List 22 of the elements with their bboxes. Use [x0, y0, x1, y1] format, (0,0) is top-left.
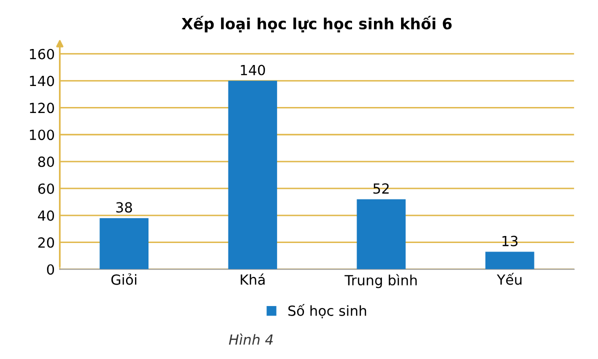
y-tick-label: 80: [38, 156, 54, 168]
x-tick-label: Giỏi: [111, 273, 136, 285]
y-tick-label: 0: [47, 264, 54, 275]
data-label: 140: [240, 64, 265, 76]
y-tick-label: 40: [38, 210, 54, 221]
x-tick-label: Khá: [240, 274, 265, 285]
y-tick-label: 140: [30, 76, 54, 86]
y-tick-label: 160: [30, 48, 54, 60]
chart-title: Xếp loại học lực học sinh khối 6: [182, 16, 452, 32]
x-tick-label: Yếu: [496, 272, 522, 285]
y-tick-label: 60: [38, 183, 54, 194]
y-tick-label: 20: [38, 237, 54, 248]
bar: [100, 218, 149, 270]
y-tick-label: 120: [30, 102, 54, 114]
bar: [356, 199, 406, 270]
x-tick-label: Trung bình: [344, 274, 417, 288]
text: Hình 4: [228, 334, 273, 345]
legend-label: Số học sinh: [288, 304, 366, 318]
bar: [485, 252, 534, 270]
bar: [228, 80, 278, 270]
y-tick-label: 100: [30, 130, 54, 140]
data-label: 38: [116, 202, 132, 213]
